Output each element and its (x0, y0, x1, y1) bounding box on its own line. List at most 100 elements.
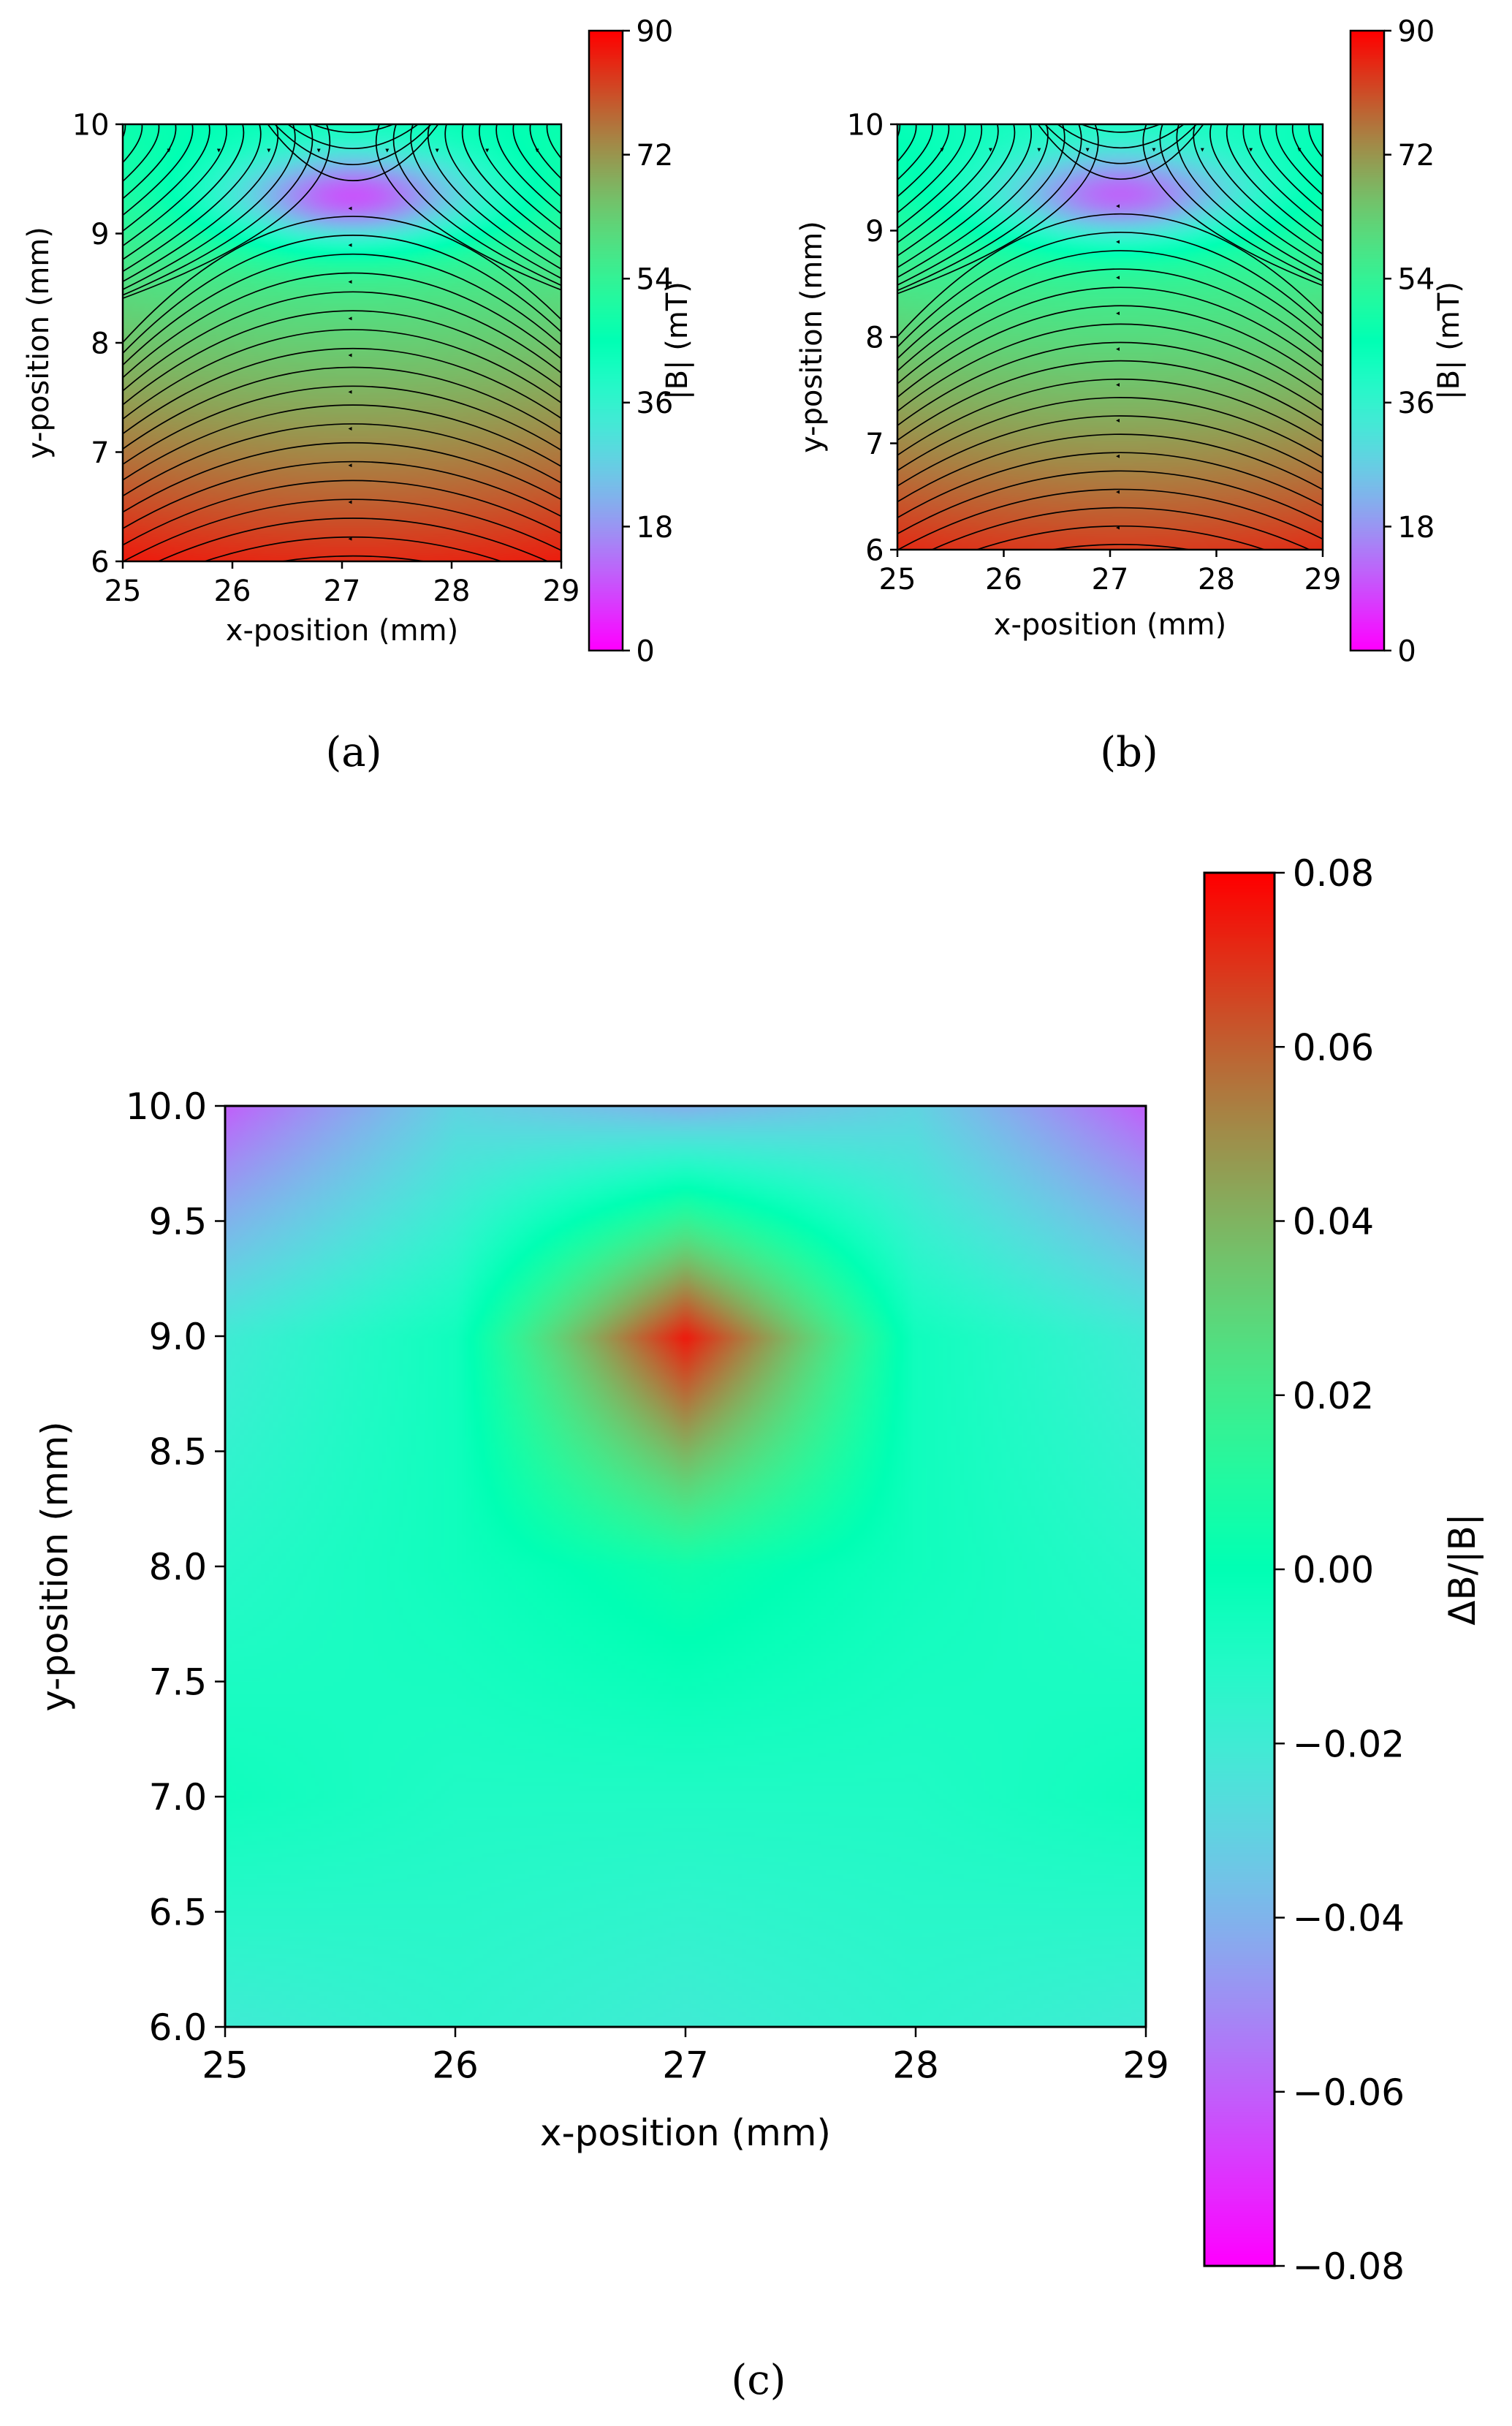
panel-caption: (a) (325, 729, 381, 776)
streamline (897, 250, 1323, 360)
colorbar-tick-label: 36 (1397, 387, 1435, 420)
x-tick-label: 27 (324, 575, 361, 608)
streamline (1275, 124, 1323, 196)
streamline (123, 124, 194, 216)
streamline (123, 441, 561, 513)
y-tick-label: 8 (865, 321, 884, 355)
streamline (897, 323, 1323, 412)
y-ticks: 6 7 8 9 10 (72, 108, 123, 579)
streamline (0, 594, 938, 938)
streamline (123, 124, 296, 290)
streamline (123, 124, 278, 283)
streamline (897, 287, 1323, 385)
streamline (123, 124, 331, 299)
panel-c: 25 26 27 28 29 6.06.57.07.58.08.59.09.510.0 … (34, 852, 1483, 2404)
colorbar-tick-label: −0.02 (1293, 1723, 1405, 1765)
streamline (897, 360, 1323, 441)
y-tick-label: 10.0 (126, 1085, 207, 1128)
colorbar-tick-label: 0.02 (1293, 1375, 1374, 1417)
streamline (123, 291, 561, 393)
streamline (311, 124, 395, 133)
streamline (123, 404, 561, 481)
streamline (1176, 124, 1323, 276)
streamline (392, 124, 561, 287)
x-tick-label: 28 (892, 2044, 939, 2087)
colorbar-tick-label: 0.04 (1293, 1201, 1374, 1243)
streamline (123, 124, 177, 200)
streamline (123, 124, 210, 232)
streamline (897, 124, 1016, 257)
streamline (897, 124, 1099, 295)
x-tick-label: 27 (662, 2044, 709, 2087)
colorbar-tick-label: 54 (1397, 263, 1435, 297)
streamline (159, 0, 547, 116)
y-tick-label: 6.5 (149, 1892, 208, 1934)
streamline (123, 124, 227, 247)
streamline (546, 124, 561, 159)
y-ticks: 6.0 6.5 7.0 7.5 8.0 8.5 9.0 9.5 10.0 (126, 1085, 225, 2049)
streamline (0, 613, 954, 966)
panel-b: 25 26 27 28 29 6 7 8 9 10 x-position (mm) y-posi… (522, 0, 1512, 971)
y-tick-label: 9.5 (149, 1201, 208, 1243)
y-tick-label: 8 (91, 327, 109, 360)
x-axis-label: x-position (mm) (994, 608, 1226, 642)
streamline (0, 632, 970, 995)
streamline (123, 385, 561, 466)
streamline (123, 272, 561, 379)
streamline (123, 124, 143, 164)
streamline-group (0, 0, 987, 1023)
streamline (897, 124, 1049, 278)
streamline (897, 488, 1323, 550)
streamline (1044, 124, 1198, 164)
x-tick-label: 27 (1092, 563, 1129, 596)
streamline (897, 124, 966, 214)
colorbar-tick-label: 54 (636, 263, 673, 297)
colorbar-label: ΔB/|B| (1441, 1513, 1483, 1625)
streamline (123, 124, 314, 296)
x-tick-label: 29 (543, 575, 580, 608)
streamline (897, 397, 1323, 471)
streamline (0, 651, 987, 1023)
colorbar-gradient (1204, 873, 1274, 2266)
y-tick-label: 7.5 (149, 1661, 208, 1704)
streamline (897, 124, 999, 243)
streamline (123, 499, 561, 561)
y-axis-label: y-position (mm) (795, 221, 829, 453)
colorbar-gradient (1350, 31, 1384, 651)
x-tick-label: 26 (214, 575, 251, 608)
y-tick-label: 9.0 (149, 1316, 208, 1358)
streamline (1259, 124, 1323, 213)
streamline (1242, 124, 1323, 228)
y-tick-label: 10 (847, 108, 884, 142)
x-ticks: 25 26 27 28 29 (202, 2027, 1169, 2087)
x-tick-label: 26 (432, 2044, 479, 2087)
colorbar: −0.08 −0.06 −0.04 −0.02 0.00 0.02 0.04 0.06 0.08… (1203, 852, 1483, 2288)
colorbar-tick-label: 0.06 (1293, 1026, 1374, 1069)
streamline (123, 479, 561, 546)
x-tick-label: 28 (433, 575, 471, 608)
y-ticks: 6 7 8 9 10 (847, 108, 897, 567)
colorbar: 0 18 36 54 72 90 |B| (mT) (588, 15, 694, 668)
streamlines (522, 0, 1512, 971)
colorbar-tick-label: 0 (636, 634, 654, 668)
streamline (522, 618, 1512, 971)
colorbar-frame (1349, 29, 1386, 652)
y-tick-label: 6 (865, 534, 884, 567)
streamline (1080, 124, 1162, 133)
streamline (123, 216, 561, 344)
colorbar-tick-label: 18 (636, 511, 673, 545)
heatmap-image (225, 1106, 1146, 2027)
streamline (123, 329, 561, 420)
streamline (897, 470, 1323, 535)
streamline (897, 124, 1032, 268)
streamline (897, 452, 1323, 519)
streamline (932, 0, 1308, 117)
colorbar-tick-label: 90 (636, 15, 673, 48)
streamline (410, 124, 561, 279)
colorbar-tick-label: 72 (636, 139, 673, 173)
y-tick-label: 7 (865, 428, 884, 461)
colorbar-tick-label: 18 (1397, 511, 1435, 545)
colorbar-tick-label: 0 (1397, 634, 1416, 668)
streamline (123, 310, 561, 406)
